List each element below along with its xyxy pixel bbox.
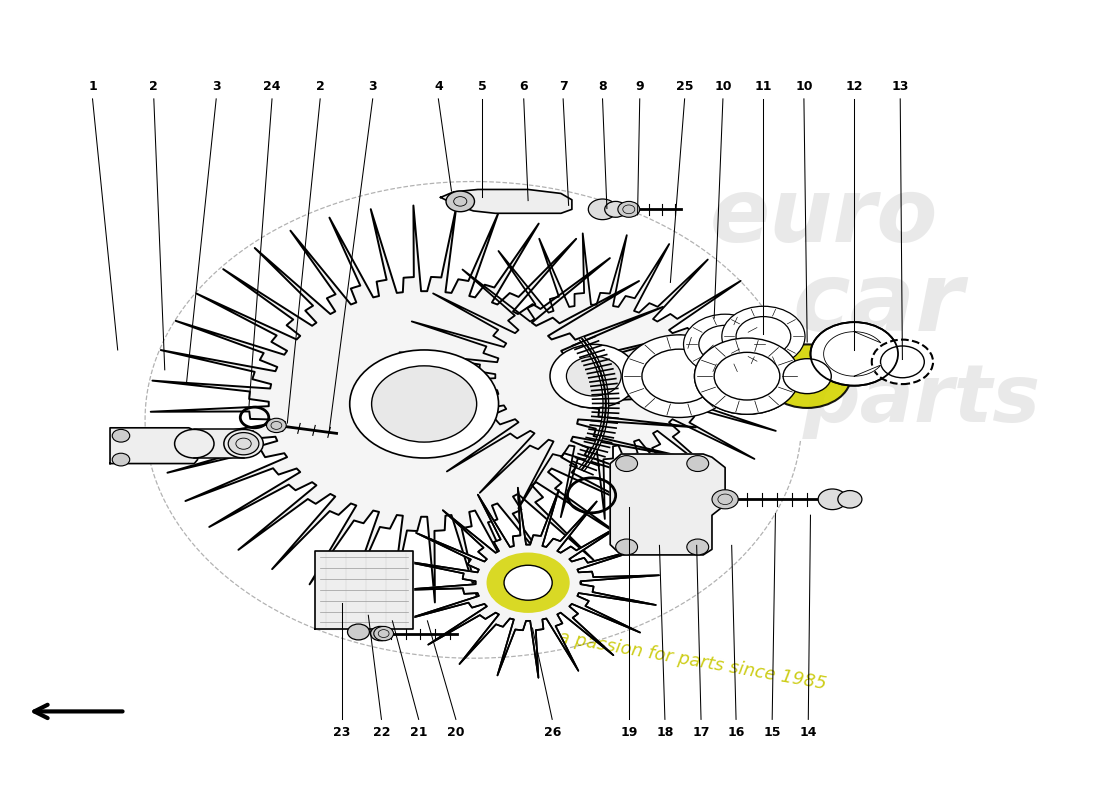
Polygon shape bbox=[110, 428, 198, 463]
Circle shape bbox=[588, 199, 617, 220]
Circle shape bbox=[372, 366, 476, 442]
Text: 22: 22 bbox=[373, 726, 390, 738]
Text: 17: 17 bbox=[692, 726, 710, 738]
Text: 9: 9 bbox=[636, 80, 645, 93]
Text: 13: 13 bbox=[891, 80, 909, 93]
Text: 5: 5 bbox=[477, 80, 486, 93]
Circle shape bbox=[605, 202, 627, 218]
Circle shape bbox=[818, 489, 847, 510]
Circle shape bbox=[880, 346, 924, 378]
Text: 1: 1 bbox=[88, 80, 97, 93]
Circle shape bbox=[694, 338, 800, 414]
Circle shape bbox=[714, 352, 780, 400]
Text: euro: euro bbox=[710, 174, 938, 261]
Circle shape bbox=[446, 191, 474, 212]
Text: 11: 11 bbox=[755, 80, 772, 93]
Circle shape bbox=[371, 626, 390, 641]
Text: 26: 26 bbox=[543, 726, 561, 738]
Polygon shape bbox=[151, 206, 697, 602]
Polygon shape bbox=[397, 488, 659, 678]
Ellipse shape bbox=[224, 430, 263, 458]
Text: 2: 2 bbox=[150, 80, 158, 93]
Circle shape bbox=[686, 456, 708, 471]
Text: 3: 3 bbox=[368, 80, 377, 93]
Text: 10: 10 bbox=[714, 80, 732, 93]
Circle shape bbox=[266, 418, 286, 433]
Circle shape bbox=[623, 335, 736, 418]
Text: 12: 12 bbox=[846, 80, 864, 93]
Circle shape bbox=[698, 326, 751, 363]
Circle shape bbox=[374, 626, 394, 641]
Circle shape bbox=[838, 490, 862, 508]
Text: car: car bbox=[793, 258, 964, 351]
Polygon shape bbox=[610, 454, 725, 555]
Circle shape bbox=[550, 344, 638, 408]
Circle shape bbox=[694, 338, 800, 414]
Circle shape bbox=[566, 356, 621, 396]
Circle shape bbox=[783, 358, 832, 394]
Text: 10: 10 bbox=[795, 80, 813, 93]
Text: 23: 23 bbox=[333, 726, 351, 738]
Polygon shape bbox=[441, 190, 572, 214]
Text: 15: 15 bbox=[763, 726, 781, 738]
Circle shape bbox=[616, 539, 638, 555]
Text: 8: 8 bbox=[598, 80, 607, 93]
Text: 25: 25 bbox=[675, 80, 693, 93]
Text: 4: 4 bbox=[434, 80, 442, 93]
Circle shape bbox=[616, 456, 638, 471]
Text: 14: 14 bbox=[800, 726, 817, 738]
Bar bbox=[195, 430, 243, 458]
Circle shape bbox=[714, 352, 780, 400]
Circle shape bbox=[811, 322, 898, 386]
Circle shape bbox=[504, 566, 552, 600]
Text: 6: 6 bbox=[519, 80, 528, 93]
Circle shape bbox=[350, 350, 498, 458]
Circle shape bbox=[486, 553, 570, 613]
Circle shape bbox=[228, 433, 258, 455]
Circle shape bbox=[872, 340, 933, 384]
Circle shape bbox=[112, 430, 130, 442]
Text: 21: 21 bbox=[410, 726, 428, 738]
Text: 19: 19 bbox=[620, 726, 638, 738]
Text: 7: 7 bbox=[559, 80, 568, 93]
Text: 18: 18 bbox=[657, 726, 673, 738]
Polygon shape bbox=[397, 234, 791, 519]
Polygon shape bbox=[824, 332, 881, 376]
Text: 24: 24 bbox=[263, 80, 280, 93]
Circle shape bbox=[694, 338, 800, 414]
Text: 3: 3 bbox=[212, 80, 220, 93]
Circle shape bbox=[683, 314, 767, 374]
Circle shape bbox=[348, 624, 370, 640]
Circle shape bbox=[642, 349, 716, 403]
Ellipse shape bbox=[175, 430, 214, 458]
Circle shape bbox=[722, 306, 805, 366]
Circle shape bbox=[686, 539, 708, 555]
Circle shape bbox=[618, 202, 640, 218]
Text: 20: 20 bbox=[447, 726, 464, 738]
Circle shape bbox=[736, 317, 791, 356]
Circle shape bbox=[763, 344, 851, 408]
Text: 16: 16 bbox=[727, 726, 745, 738]
Polygon shape bbox=[315, 551, 414, 629]
Circle shape bbox=[712, 490, 738, 509]
Circle shape bbox=[112, 454, 130, 466]
Text: a passion for parts since 1985: a passion for parts since 1985 bbox=[557, 628, 827, 693]
Text: parts: parts bbox=[803, 361, 1042, 439]
Text: 2: 2 bbox=[316, 80, 324, 93]
